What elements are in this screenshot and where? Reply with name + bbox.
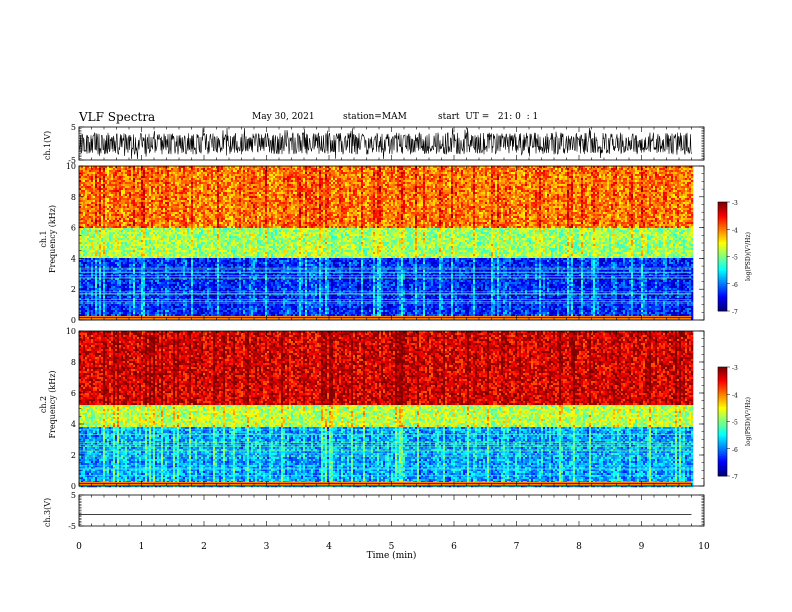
xtick-3: 3 — [264, 542, 270, 552]
ch2-spectrogram — [79, 331, 693, 487]
ch2-spectrogram-ytick-2: 4 — [71, 420, 76, 429]
ch1-spectrogram-cblabel: log(PSD)(V²/Hz) — [745, 232, 752, 281]
xtick-2: 2 — [201, 542, 207, 552]
ch1-spectrogram-ytick-2: 4 — [71, 254, 76, 263]
ch1-spectrogram-cbtick-3: -6 — [732, 282, 738, 289]
ch1-spectrogram-cbtick-0: -3 — [732, 200, 738, 207]
ch1-spectrogram-ytick-1: 2 — [71, 285, 76, 294]
ch1-spectrogram-cbtick-4: -7 — [732, 309, 738, 316]
ch1-spectrogram-cbtick-2: -5 — [732, 255, 738, 262]
xtick-1: 1 — [139, 542, 145, 552]
xtick-8: 8 — [576, 542, 582, 552]
ch2-spectrogram-colorbar — [718, 367, 730, 476]
ch1-waveform-trace — [79, 128, 692, 159]
ch1-waveform-ylabel: ch.1(V) — [43, 131, 52, 160]
ch1-spectrogram — [79, 166, 693, 320]
ch2-spectrogram-cbtick-1: -4 — [732, 392, 738, 399]
ch1-waveform-ytick-0: 5 — [71, 123, 76, 132]
ch2-spectrogram-cbtick-4: -7 — [732, 474, 738, 481]
ch1-spectrogram-ytick-3: 6 — [71, 224, 76, 233]
ch1-spectrogram-ytick-0: 0 — [71, 316, 76, 325]
ch2-spectrogram-cbtick-0: -3 — [732, 365, 738, 372]
ch2-spectrogram-label-top: ch.2 — [39, 396, 48, 413]
ch3-waveform-ylabel: ch.3(V) — [43, 498, 52, 527]
ch2-spectrogram-ylabel: Frequency (kHz) — [48, 370, 57, 438]
ch1-spectrogram-label-top: ch.1 — [39, 230, 48, 247]
ch2-spectrogram-cblabel: log(PSD)(V²/Hz) — [745, 397, 752, 446]
ch3-waveform-ytick-0: 5 — [71, 491, 76, 500]
ch2-spectrogram-cbtick-3: -6 — [732, 447, 738, 454]
ch3-waveform-ytick-1: -5 — [68, 522, 76, 531]
ch1-spectrogram-ytick-4: 8 — [71, 193, 76, 202]
ch1-spectrogram-ytick-5: 10 — [66, 162, 76, 171]
ch2-spectrogram-ytick-1: 2 — [71, 451, 76, 460]
ch2-spectrogram-ytick-4: 8 — [71, 358, 76, 367]
ch1-spectrogram-cbtick-1: -4 — [732, 227, 738, 234]
ch2-spectrogram-ytick-5: 10 — [66, 327, 76, 336]
ch1-spectrogram-ylabel: Frequency (kHz) — [48, 205, 57, 273]
ch1-spectrogram-colorbar — [718, 202, 730, 311]
ch2-spectrogram-ytick-0: 0 — [71, 482, 76, 491]
xtick-7: 7 — [514, 542, 520, 552]
xtick-6: 6 — [451, 542, 457, 552]
x-axis-label: Time (min) — [367, 550, 417, 561]
ch1-waveform — [79, 128, 692, 159]
ch2-spectrogram-ytick-3: 6 — [71, 389, 76, 398]
xtick-4: 4 — [326, 542, 332, 552]
xtick-9: 9 — [639, 542, 645, 552]
xtick-0: 0 — [76, 542, 82, 552]
xtick-10: 10 — [698, 542, 710, 552]
ch2-spectrogram-cbtick-2: -5 — [732, 420, 738, 427]
